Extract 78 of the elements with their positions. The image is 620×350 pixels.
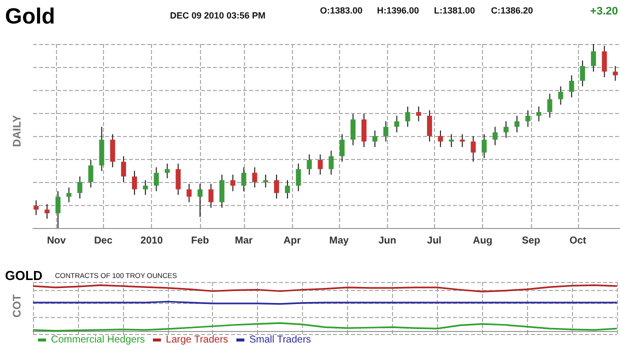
candlestick [176, 163, 181, 196]
x-tick-label: Feb [191, 236, 209, 246]
candlestick [394, 115, 400, 133]
candlestick [372, 130, 378, 148]
candlestick [198, 183, 203, 218]
text: H:1396.00 [377, 6, 420, 16]
candlestick [186, 183, 192, 203]
text: O:1383.00 [320, 6, 363, 16]
candlestick [602, 45, 607, 78]
candlestick [34, 200, 39, 216]
candlestick [569, 74, 574, 98]
candlestick [208, 183, 214, 208]
x-tick-label: Mar [234, 236, 253, 246]
candlestick [536, 106, 542, 122]
candlestick [296, 163, 301, 192]
candlestick [580, 60, 586, 87]
candlestick [361, 113, 366, 148]
candlestick [405, 106, 410, 128]
x-tick-label: 2010 [140, 236, 164, 246]
x-tick-label: Dec [94, 236, 113, 246]
candlestick [340, 134, 345, 162]
candlestick [121, 156, 126, 182]
text: L:1381.00 [434, 6, 476, 16]
candlestick [252, 166, 258, 188]
legend-label: Small Traders [249, 334, 312, 346]
candlestick [328, 150, 334, 176]
x-tick-label: Apr [284, 236, 301, 246]
candlestick [241, 166, 246, 192]
candlestick [219, 174, 224, 208]
candlestick [66, 187, 72, 203]
candlestick [230, 174, 236, 192]
text: C:1386.20 [491, 6, 534, 16]
candlestick [55, 190, 60, 228]
x-tick-label: Jun [378, 236, 396, 246]
candlestick [44, 204, 50, 220]
chart-title: GOLD [5, 268, 43, 283]
candlestick [132, 170, 137, 196]
candlestick [263, 174, 268, 188]
chart-title: Gold [5, 4, 56, 28]
candlestick [164, 163, 170, 179]
x-tick-label: Sep [522, 236, 540, 246]
candlestick [438, 130, 443, 148]
candlestick [284, 180, 290, 200]
text: +3.20 [590, 6, 618, 18]
x-tick-label: Oct [570, 236, 587, 246]
x-tick-label: Jul [426, 236, 442, 246]
legend-label: Commercial Hedgers [51, 334, 145, 346]
candlestick [470, 136, 476, 162]
y-axis-title: DAILY [12, 114, 24, 147]
candlestick [306, 154, 312, 176]
candlestick [504, 120, 509, 138]
candlestick [514, 115, 520, 133]
candlestick [427, 110, 432, 142]
candlestick [154, 166, 159, 192]
candlestick [110, 134, 116, 168]
y-axis-title: COT [12, 294, 24, 318]
x-tick-label: Aug [472, 236, 492, 246]
candlestick [318, 154, 323, 176]
candlestick [482, 134, 487, 159]
candlestick [274, 174, 280, 200]
candlestick [525, 110, 530, 128]
chart-subtitle: DEC 09 2010 03:56 PM [170, 10, 266, 20]
candlestick [558, 86, 564, 106]
candlestick [142, 180, 148, 196]
candlestick [590, 44, 596, 72]
candlestick [77, 176, 82, 200]
candlestick [492, 126, 498, 146]
candlestick [416, 106, 422, 122]
x-tick-label: Nov [46, 236, 66, 246]
candlestick [448, 134, 454, 148]
candlestick [350, 113, 356, 146]
candlestick [88, 159, 94, 188]
candlestick [547, 93, 552, 118]
candlestick [612, 66, 618, 82]
candlestick [383, 120, 388, 142]
legend-label: Large Traders [166, 334, 228, 346]
x-tick-label: May [329, 236, 350, 246]
candlestick [460, 134, 465, 148]
